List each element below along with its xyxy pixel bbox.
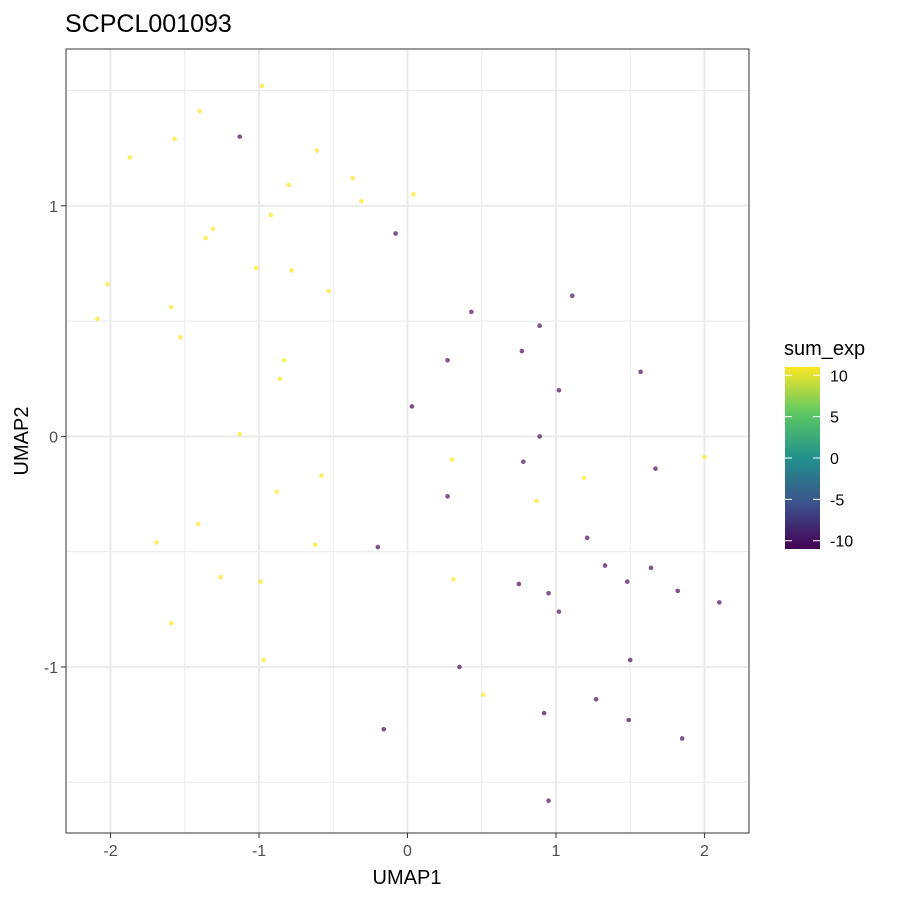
scatter-point: [359, 198, 364, 204]
scatter-point: [627, 657, 633, 663]
scatter-point: [648, 565, 654, 571]
scatter-point: [480, 692, 486, 697]
scatter-point: [178, 334, 183, 340]
scatter-point: [319, 473, 324, 478]
legend-tick-label: 0: [830, 451, 839, 468]
scatter-point: [457, 664, 462, 670]
legend-tick-label: 10: [830, 368, 848, 385]
scatter-point: [546, 590, 551, 596]
scatter-point: [127, 155, 133, 160]
scatter-point: [261, 657, 266, 663]
scatter-point: [570, 293, 575, 299]
scatter-point: [375, 544, 381, 550]
scatter-point: [624, 579, 630, 584]
scatter-point: [259, 83, 265, 89]
scatter-point: [546, 798, 551, 804]
scatter-point: [519, 348, 525, 354]
y-axis-title: UMAP2: [11, 407, 33, 476]
scatter-point: [197, 108, 202, 114]
color-legend: sum_exp 10 5 0 -5 -10: [784, 338, 865, 551]
scatter-point: [286, 182, 292, 188]
x-axis-ticks: -2 -1 0 1 2: [103, 833, 709, 860]
scatter-point: [516, 581, 522, 587]
scatter-point: [218, 574, 223, 580]
scatter-point: [541, 710, 547, 716]
scatter-point: [653, 466, 658, 471]
scatter-point: [281, 357, 287, 363]
scatter-point: [94, 316, 100, 322]
scatter-point: [393, 231, 398, 236]
scatter-point: [268, 212, 274, 218]
scatter-point: [521, 459, 526, 465]
scatter-point: [172, 136, 177, 142]
y-tick-label: 1: [49, 199, 58, 216]
x-tick-label: 0: [403, 843, 412, 860]
y-axis-ticks: -1 0 1: [44, 199, 66, 677]
grid-lines: [66, 49, 749, 833]
scatter-point: [445, 494, 450, 499]
scatter-point: [602, 563, 608, 568]
scatter-point: [626, 717, 632, 723]
scatter-point: [469, 309, 474, 315]
scatter-point: [313, 542, 318, 548]
x-tick-label: 2: [700, 843, 709, 860]
scatter-point: [277, 376, 283, 382]
legend-tick-label: -5: [830, 492, 844, 509]
scatter-point: [195, 521, 201, 527]
legend-title: sum_exp: [784, 338, 865, 360]
scatter-point: [169, 304, 174, 310]
legend-tick-label: -10: [830, 534, 853, 551]
chart-title: SCPCL001093: [65, 10, 232, 38]
scatter-point: [154, 540, 159, 545]
scatter-point: [717, 600, 722, 605]
y-tick-label: 0: [49, 429, 58, 446]
scatter-point: [679, 736, 685, 741]
legend-tick-label: 5: [830, 410, 839, 427]
scatter-point: [258, 579, 263, 584]
scatter-point: [381, 726, 387, 732]
scatter-point: [350, 175, 355, 181]
scatter-point: [237, 431, 243, 437]
scatter-point: [274, 489, 280, 495]
x-axis-title: UMAP1: [373, 867, 442, 889]
scatter-point: [105, 281, 110, 287]
x-tick-label: -2: [103, 843, 117, 860]
scatter-point: [581, 475, 587, 481]
x-tick-label: 1: [552, 843, 561, 860]
scatter-point: [237, 134, 243, 139]
scatter-point: [253, 265, 259, 271]
scatter-point: [584, 535, 590, 541]
scatter-point: [289, 268, 294, 273]
x-tick-label: -1: [252, 843, 266, 860]
scatter-point: [449, 457, 455, 462]
scatter-point: [326, 288, 332, 294]
scatter-point: [593, 696, 599, 702]
scatter-point: [556, 609, 562, 614]
scatter-point: [169, 620, 174, 626]
scatter-point: [537, 434, 542, 439]
scatter-point: [409, 404, 415, 409]
y-tick-label: -1: [44, 660, 58, 677]
scatter-point: [534, 498, 539, 504]
scatter-point: [675, 588, 681, 594]
scatter-point: [411, 191, 416, 197]
legend-ticks: 10 5 0 -5 -10: [785, 368, 853, 551]
scatter-point: [314, 148, 320, 153]
scatter-point: [638, 369, 643, 375]
scatter-point: [537, 323, 542, 329]
data-points: [94, 83, 722, 804]
scatter-point: [556, 387, 562, 393]
scatter-point: [203, 235, 208, 241]
scatter-point: [210, 226, 216, 232]
scatter-point: [451, 577, 456, 582]
scatter-point: [702, 454, 707, 460]
scatter-point: [445, 357, 450, 363]
